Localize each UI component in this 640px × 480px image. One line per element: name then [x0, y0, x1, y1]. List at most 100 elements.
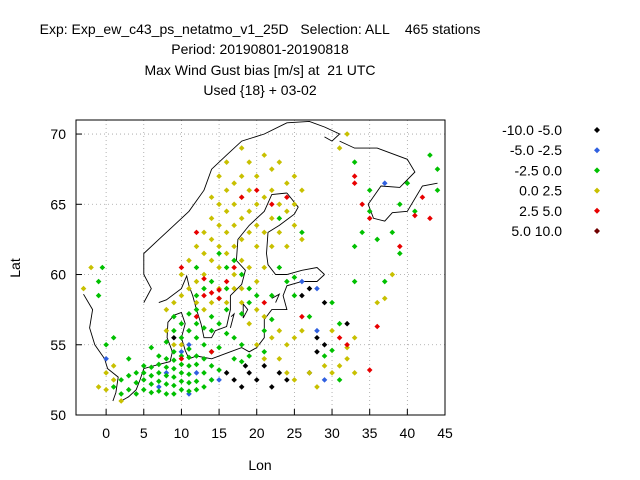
station-point [344, 320, 350, 327]
station-point [291, 173, 298, 179]
coastline [229, 312, 235, 329]
station-point [118, 398, 124, 404]
station-point [171, 313, 177, 320]
title-line-3: Max Wind Gust bias [m/s] at 21 UTC [144, 62, 376, 78]
coastline [184, 274, 325, 360]
station-point [186, 391, 192, 397]
station-point [351, 180, 358, 187]
x-tick-label: 30 [324, 425, 340, 441]
station-point [186, 346, 192, 352]
legend-label: 2.5 5.0 [519, 203, 562, 219]
station-point [261, 229, 268, 236]
station-point [366, 367, 373, 373]
station-point [299, 278, 305, 285]
station-point [238, 215, 245, 222]
station-point [201, 306, 207, 313]
station-point [140, 386, 147, 393]
legend-marker [594, 228, 600, 234]
station-point [238, 311, 245, 317]
station-point [336, 320, 343, 327]
station-point [321, 377, 328, 383]
station-point [306, 313, 313, 320]
x-tick-label: 25 [287, 425, 303, 441]
station-point [201, 341, 207, 348]
station-point [186, 371, 192, 378]
station-point [201, 229, 207, 236]
station-point [246, 285, 253, 292]
station-point [80, 285, 87, 292]
station-point [216, 344, 222, 351]
station-point [118, 377, 124, 383]
station-point [253, 243, 260, 250]
station-point [156, 388, 162, 394]
legend-label: -5.0 -2.5 [510, 142, 562, 158]
station-point [208, 377, 215, 383]
coastline [271, 293, 281, 303]
station-point [381, 180, 388, 187]
station-point [208, 194, 215, 201]
x-tick-label: 40 [400, 425, 416, 441]
station-points [80, 131, 441, 404]
station-point [163, 306, 170, 313]
station-point [261, 348, 268, 355]
station-point [253, 278, 260, 285]
station-point [133, 370, 140, 376]
station-point [299, 313, 305, 320]
station-point [178, 334, 185, 341]
coastline [120, 311, 186, 402]
station-point [193, 386, 200, 393]
station-point [201, 285, 207, 292]
station-point [193, 313, 200, 320]
station-point [201, 325, 207, 331]
station-point [223, 306, 230, 313]
station-point [231, 243, 237, 250]
station-point [276, 215, 283, 222]
station-point [238, 285, 245, 292]
station-point [178, 386, 185, 393]
station-point [261, 152, 268, 158]
y-axis-ticks: 50 55 60 65 70 [50, 126, 82, 423]
station-point [171, 391, 177, 397]
station-point [336, 363, 343, 369]
legend-marker [594, 167, 600, 174]
station-point [216, 250, 222, 257]
station-point [268, 166, 275, 172]
legend-label: -10.0 -5.0 [502, 122, 562, 138]
station-point [238, 257, 245, 264]
station-point [186, 341, 192, 348]
station-point [268, 292, 275, 299]
station-point [284, 180, 290, 187]
station-point [276, 356, 283, 362]
station-point [253, 187, 260, 194]
station-point [171, 341, 177, 348]
legend-marker [594, 207, 600, 214]
station-point [336, 145, 343, 151]
station-point [186, 285, 192, 292]
y-tick-label: 55 [50, 337, 66, 353]
station-point [268, 334, 275, 341]
station-point [284, 377, 290, 383]
station-point [223, 278, 230, 285]
station-point [238, 341, 245, 348]
station-point [148, 344, 155, 351]
station-point [351, 334, 358, 341]
station-point [163, 327, 170, 334]
station-point [329, 347, 335, 354]
station-point [291, 377, 298, 383]
station-point [291, 334, 298, 341]
station-point [156, 378, 162, 385]
station-point [186, 354, 192, 361]
station-point [223, 299, 230, 306]
station-point [261, 264, 268, 271]
station-point [201, 370, 207, 376]
station-point [231, 222, 237, 229]
y-tick-label: 60 [50, 267, 66, 283]
station-point [276, 327, 283, 334]
station-point [223, 187, 230, 194]
station-point [95, 384, 102, 390]
station-point [193, 320, 200, 327]
station-point [299, 236, 305, 243]
legend-label: -2.5 0.0 [515, 162, 563, 178]
station-point [140, 377, 147, 383]
station-point [223, 370, 230, 376]
